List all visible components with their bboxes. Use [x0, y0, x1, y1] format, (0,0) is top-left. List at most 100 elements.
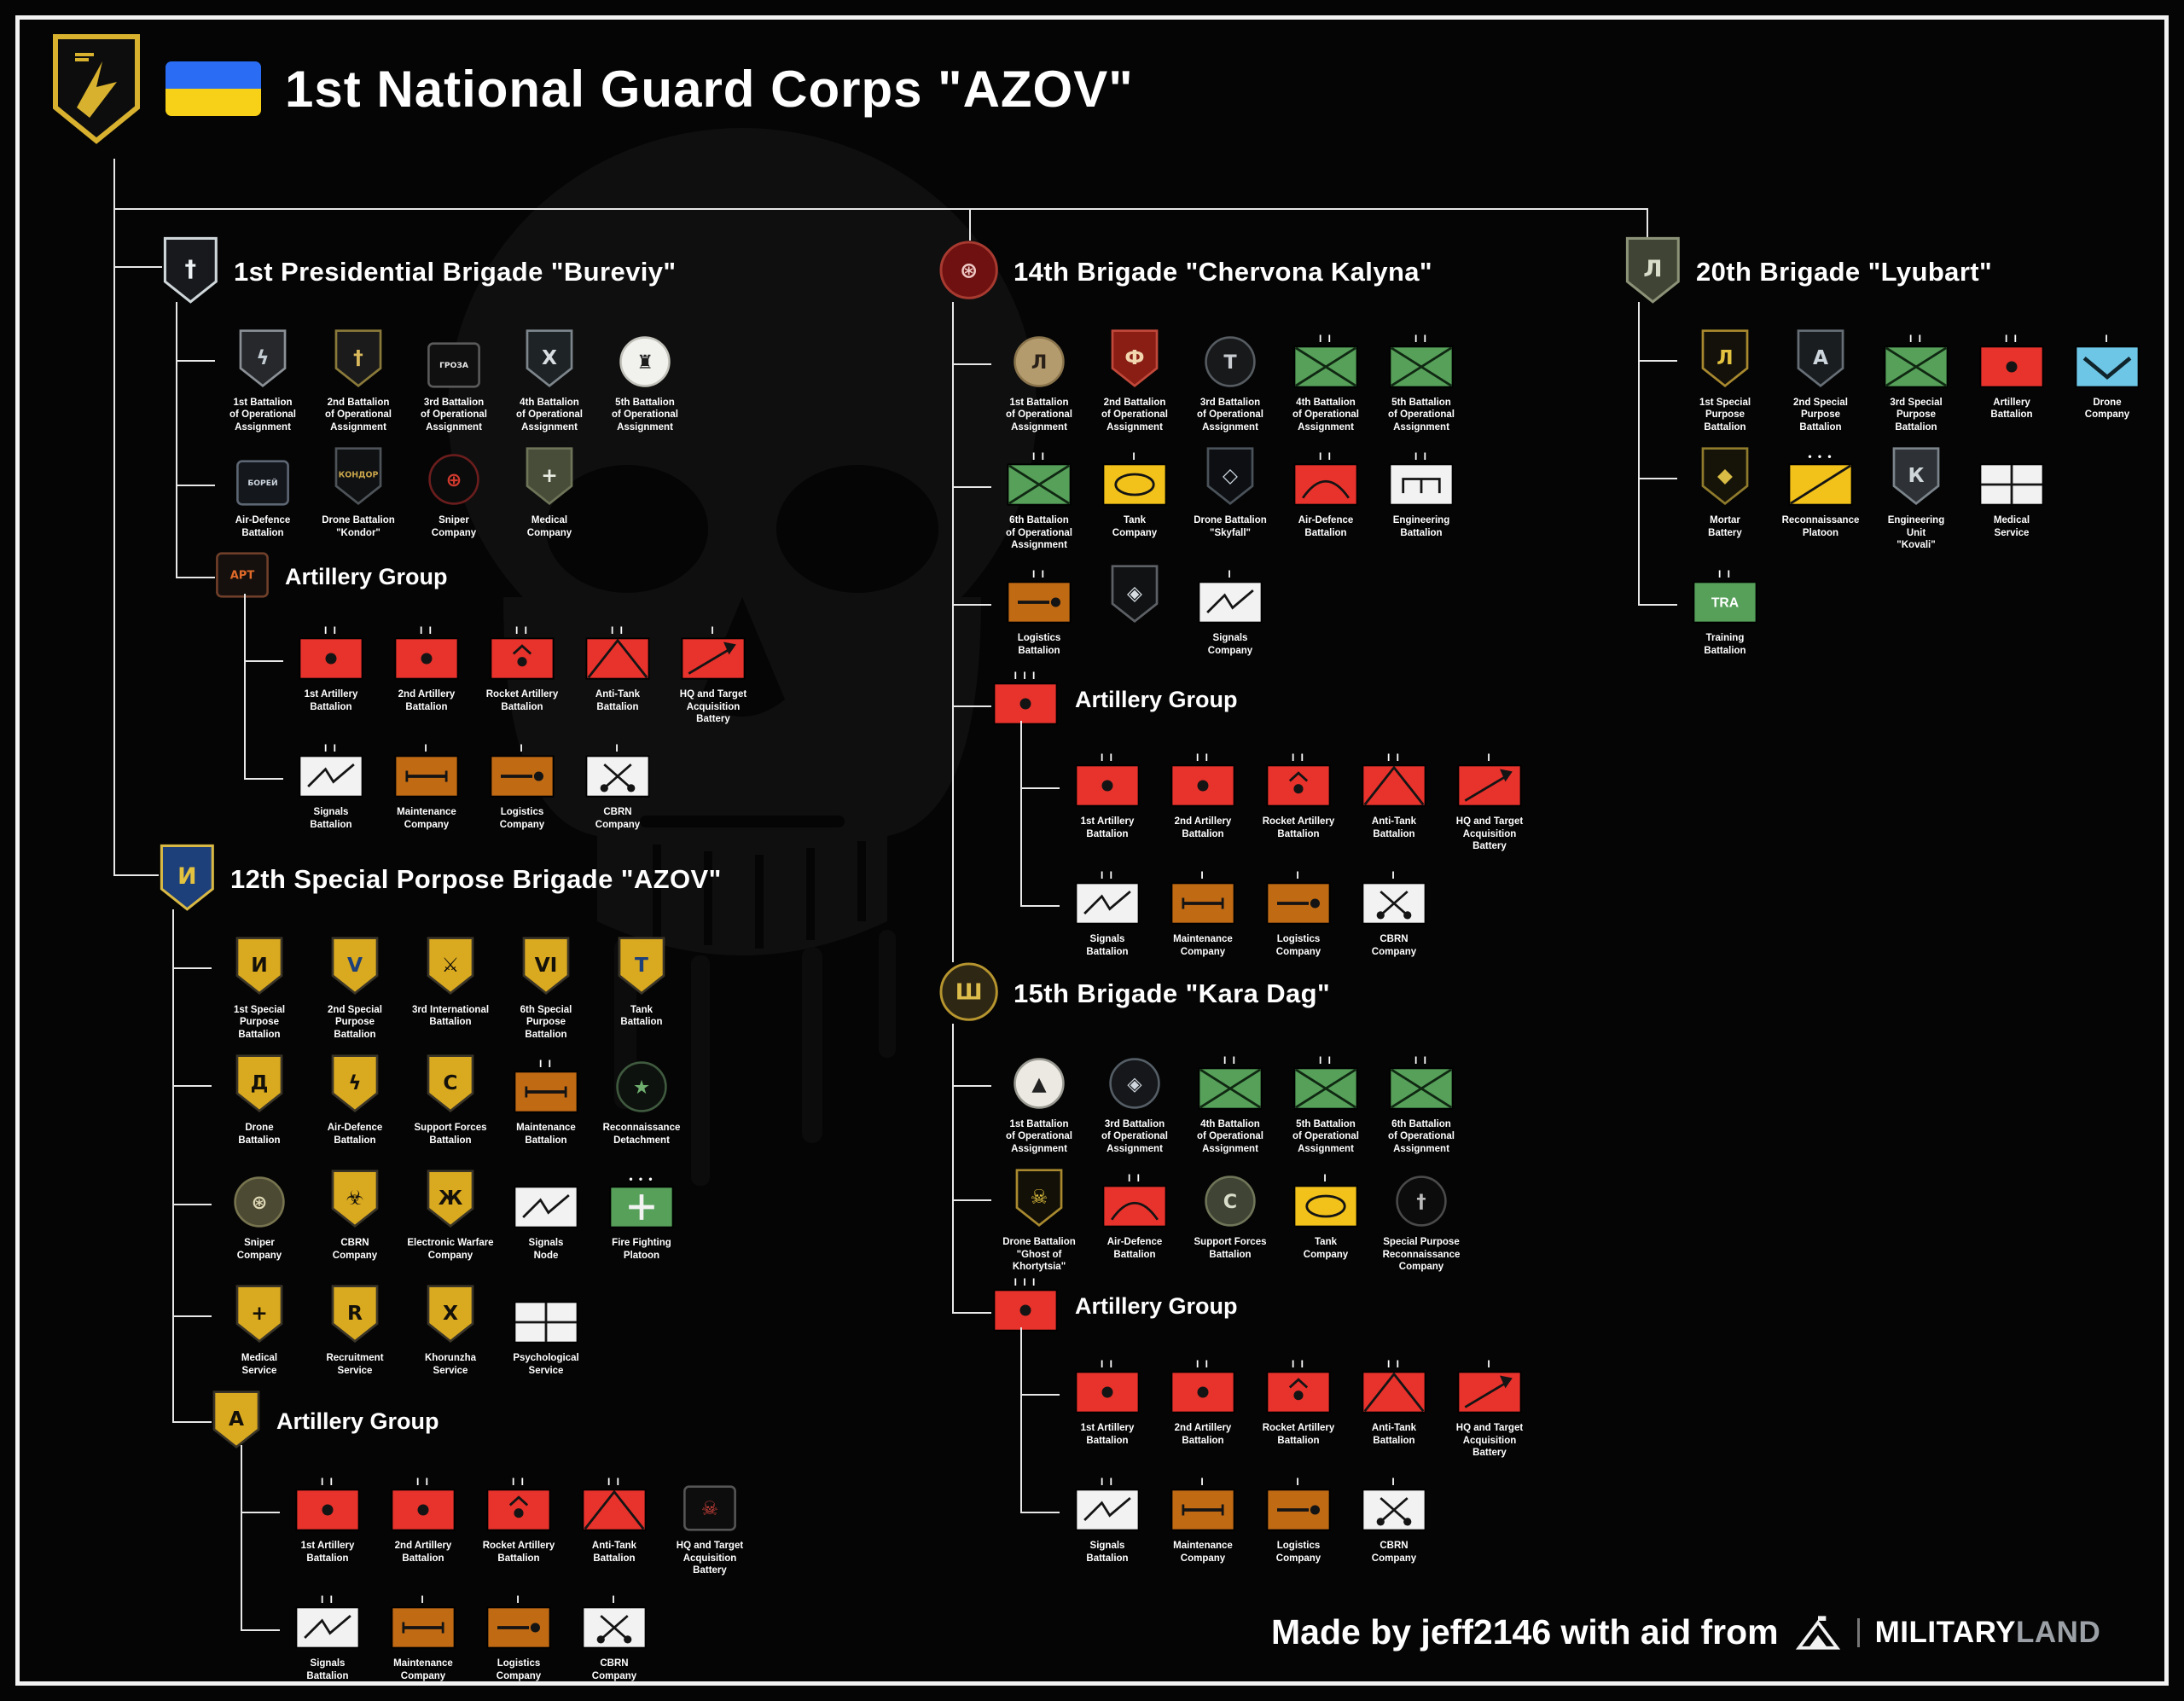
unit-row: I I 1st Artillery Battalion I I 2nd Artille… — [1060, 1344, 1537, 1459]
unit-patch-icon: † — [334, 328, 383, 392]
antitank-symbol-icon — [580, 1489, 648, 1536]
unit-card: КОНДОР Drone Battalion "Kondor" — [311, 437, 406, 549]
unit-card: I Tank Company — [1278, 1158, 1374, 1273]
echelon-mark: I I — [1414, 333, 1428, 345]
unit-icon-box: Ж — [426, 1159, 475, 1233]
unit-label: Logistics Company — [496, 1658, 542, 1681]
tank-symbol-icon — [1292, 1185, 1360, 1232]
connector-vline — [1020, 1327, 1022, 1512]
brand-text: MILITARYLAND — [1875, 1616, 2101, 1650]
connector-stub — [952, 363, 991, 365]
cbrn-symbol-icon — [584, 755, 652, 802]
unit-icon-box: I — [392, 729, 461, 802]
unit-patch-icon: С — [1204, 1175, 1257, 1232]
connector-stub — [952, 1084, 991, 1087]
unit-icon-box: I — [1101, 437, 1169, 510]
artillery-group-title: Artillery Group — [1075, 1292, 1238, 1319]
connector-stub — [952, 603, 991, 606]
unit-icon-box — [512, 1274, 580, 1348]
unit-patch-icon: ☣ — [330, 1169, 380, 1233]
unit-card: I CBRN Company — [1346, 1462, 1442, 1574]
unit-label: Drone Battalion "Ghost of Khortytsia" — [1002, 1237, 1076, 1272]
echelon-mark: I I — [1100, 752, 1114, 764]
unit-patch-icon: ⊕ — [427, 453, 480, 510]
unit-label: Logistics Company — [499, 807, 545, 830]
echelon-mark: I I — [511, 1476, 526, 1489]
unit-card: I I 4th Battalion of Operational Assignme… — [1278, 319, 1374, 433]
unit-patch-icon: + — [235, 1284, 284, 1348]
unit-card: VI 6th Special Purpose Battalion — [498, 926, 594, 1041]
fire-symbol-icon — [607, 1186, 676, 1233]
connector-vline — [1020, 721, 1022, 906]
echelon-mark: I — [1487, 752, 1492, 764]
unit-icon-box: КОНДОР — [334, 437, 383, 510]
brigade-title: 20th Brigade "Lyubart" — [1696, 257, 1993, 287]
artillery-symbol-icon — [1978, 345, 2046, 392]
unit-label: Signals Company — [1207, 633, 1253, 656]
unit-card: С Support Forces Battalion — [1182, 1158, 1278, 1273]
unit-patch-icon: ★ — [615, 1060, 668, 1118]
unit-card: I Maintenance Company — [1155, 1462, 1251, 1574]
unit-icon-box: С — [1204, 1158, 1257, 1232]
unit-row: ▲ 1st Battalion of Operational Assignment… — [991, 1041, 1537, 1155]
connector-line — [113, 208, 1648, 210]
echelon-mark: I — [1296, 1476, 1301, 1489]
connector-stub — [952, 1199, 991, 1201]
connector-stub — [1020, 1511, 1060, 1513]
unit-card: Л 1st Special Purpose Battalion — [1677, 319, 1773, 433]
unit-label: Maintenance Company — [397, 807, 456, 830]
unit-row: И 1st Special Purpose Battalion V 2nd Speci… — [212, 926, 758, 1041]
connector-vline — [241, 1445, 242, 1630]
svg-text:Ш: Ш — [956, 979, 983, 1005]
connector-stub — [244, 659, 283, 662]
eng-symbol-icon — [1387, 463, 1455, 510]
unit-icon-box: И — [235, 926, 284, 1000]
unit-card: I Logistics Company — [471, 1580, 566, 1692]
unit-icon-box: I — [488, 729, 556, 802]
svg-text:☣: ☣ — [346, 1186, 364, 1210]
artillery-group-title: Artillery Group — [285, 564, 448, 590]
unit-label: Maintenance Company — [1173, 1541, 1233, 1564]
unit-row: ⊛ Sniper Company ☣ CBRN Company Ж Electronic … — [212, 1159, 758, 1271]
unit-card: I Maintenance Company — [1155, 856, 1251, 967]
antitank-symbol-icon — [1360, 764, 1428, 811]
unit-icon-box: I I — [512, 1044, 580, 1118]
unit-card: I I 1st Artillery Battalion — [280, 1462, 375, 1576]
artillery-symbol-icon — [392, 637, 461, 684]
echelon-mark: I — [1132, 450, 1137, 463]
echelon-mark: I I — [1100, 869, 1114, 882]
unit-card: I Logistics Company — [474, 729, 570, 840]
unit-label — [1088, 632, 1182, 666]
unit-card: I Drone Company — [2059, 319, 2155, 433]
unit-icon-box: АРТ — [215, 552, 270, 602]
echelon-mark: I I — [323, 624, 338, 637]
unit-label: 3rd Battalion of Operational Assignment — [1101, 1119, 1168, 1154]
unit-card: I I 5th Battalion of Operational Assignme… — [1374, 319, 1469, 433]
unit-card: I I Anti-Tank Battalion — [566, 1462, 662, 1576]
unit-icon-box: † — [1395, 1158, 1448, 1232]
opx-symbol-icon — [1292, 1067, 1360, 1114]
unit-icon-box — [512, 1159, 580, 1233]
connector-stub — [176, 359, 215, 362]
unit-label: HQ and Target Acquisition Battery — [1455, 816, 1524, 851]
unit-icon-box: I — [1264, 856, 1333, 929]
unit-icon-box: ϟ — [330, 1044, 380, 1118]
unit-icon-box: ◆ — [1700, 437, 1750, 510]
connector-line — [113, 159, 115, 876]
corps-badge-icon — [53, 34, 140, 144]
unit-icon-box: I I — [1073, 856, 1141, 929]
svg-text:ГРОЗА: ГРОЗА — [439, 362, 469, 370]
unit-card: I I 1st Artillery Battalion — [283, 611, 379, 725]
unit-label: 5th Battalion of Operational Assignment — [612, 398, 678, 433]
unit-icon-box: I I — [1292, 319, 1360, 392]
unit-icon-box: I I TRA — [1691, 554, 1759, 628]
echelon-mark: I — [421, 1594, 426, 1606]
connector-vline — [1638, 302, 1640, 605]
unit-card: ◈ 3rd Battalion of Operational Assignment — [1087, 1041, 1182, 1155]
svg-text:Л: Л — [1031, 351, 1048, 374]
skull-watermark — [448, 128, 1037, 1186]
unit-patch-icon: + — [525, 446, 574, 510]
svg-text:†: † — [1416, 1191, 1426, 1213]
unit-label: HQ and Target Acquisition Battery — [676, 1541, 744, 1576]
unit-icon-box: ▲ — [1013, 1041, 1066, 1114]
